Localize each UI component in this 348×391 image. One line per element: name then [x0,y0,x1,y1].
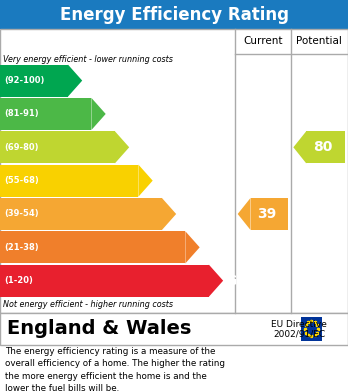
Bar [0,265,209,297]
Bar [0,29,348,313]
Text: (55-68): (55-68) [4,176,39,185]
Text: G: G [225,274,237,288]
Polygon shape [162,198,176,230]
Bar [251,198,288,230]
Bar [0,0,348,29]
Text: Very energy efficient - lower running costs: Very energy efficient - lower running co… [3,54,173,64]
Text: D: D [155,174,166,188]
Bar [0,131,115,163]
Bar [301,317,322,341]
Text: F: F [202,240,211,254]
Polygon shape [293,131,306,163]
Polygon shape [139,165,153,197]
Text: 80: 80 [314,140,333,154]
Text: 39: 39 [257,207,276,221]
Text: Energy Efficiency Rating: Energy Efficiency Rating [60,5,288,24]
Polygon shape [92,98,106,130]
Text: E: E [178,207,188,221]
Text: (1-20): (1-20) [4,276,33,285]
Bar [0,231,185,264]
Text: (92-100): (92-100) [4,76,45,85]
Bar [0,98,92,130]
Bar [0,198,162,230]
Text: The energy efficiency rating is a measure of the
overall efficiency of a home. T: The energy efficiency rating is a measur… [5,347,225,391]
Text: (39-54): (39-54) [4,210,39,219]
Polygon shape [185,231,200,264]
Text: Not energy efficient - higher running costs: Not energy efficient - higher running co… [3,300,174,310]
Text: Potential: Potential [296,36,342,47]
Polygon shape [115,131,129,163]
Text: England & Wales: England & Wales [7,319,191,338]
Bar [0,29,348,313]
Text: EU Directive: EU Directive [271,319,327,329]
Polygon shape [238,198,251,230]
Polygon shape [68,65,82,97]
Text: (21-38): (21-38) [4,243,39,252]
Polygon shape [209,265,223,297]
Text: A: A [84,74,95,88]
Bar [0,313,348,345]
Text: (81-91): (81-91) [4,109,39,118]
Text: C: C [131,140,142,154]
Text: 2002/91/EC: 2002/91/EC [273,329,325,338]
Text: B: B [108,107,118,121]
Text: (69-80): (69-80) [4,143,39,152]
Bar [0,165,139,197]
Bar [306,131,345,163]
Text: Current: Current [243,36,283,47]
Bar [0,65,68,97]
